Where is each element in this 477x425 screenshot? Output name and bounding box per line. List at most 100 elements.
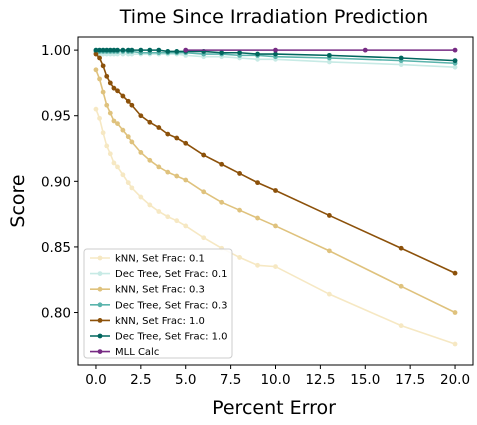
data-point [156, 164, 162, 170]
data-point [326, 213, 332, 218]
data-point [326, 52, 332, 58]
data-point [255, 56, 260, 62]
data-point [104, 102, 110, 108]
legend-entry: Dec Tree, Set Frac: 0.1 [90, 269, 228, 280]
data-point [174, 49, 180, 54]
legend-label: kNN, Set Frac: 1.0 [115, 316, 205, 327]
data-point [104, 47, 110, 53]
data-point [93, 51, 99, 57]
data-point [156, 125, 162, 130]
x-tick-label: 15.0 [350, 372, 380, 388]
data-point [115, 88, 120, 94]
data-point [326, 59, 332, 65]
chart-title: Time Since Irradiation Prediction [119, 6, 428, 28]
data-point [219, 199, 225, 205]
data-point [147, 202, 153, 208]
data-point [147, 157, 153, 163]
legend-swatch-marker [97, 255, 103, 261]
data-point [111, 47, 117, 53]
legend-swatch-marker [97, 333, 103, 339]
data-point [97, 76, 102, 82]
data-point [174, 135, 180, 141]
data-point [165, 49, 171, 54]
x-tick-label: 5.0 [175, 372, 196, 388]
data-point [129, 185, 135, 191]
data-point [129, 102, 135, 108]
y-tick-label: 0.85 [41, 240, 71, 256]
data-point [107, 47, 113, 53]
data-point [125, 134, 131, 140]
x-tick-label: 20.0 [440, 372, 470, 388]
data-point [201, 152, 207, 158]
legend-label: Dec Tree, Set Frac: 1.0 [115, 332, 228, 343]
data-point [255, 51, 260, 57]
data-point [147, 119, 153, 125]
x-tick-label: 17.5 [395, 372, 425, 388]
data-point [273, 264, 278, 269]
data-point [174, 173, 180, 179]
data-point [362, 47, 368, 53]
data-point [97, 47, 102, 53]
data-point [129, 47, 135, 53]
data-point [398, 283, 404, 289]
legend-entry: Dec Tree, Set Frac: 1.0 [90, 332, 228, 343]
legend-entry: kNN, Set Frac: 0.1 [90, 254, 205, 265]
data-point [183, 177, 189, 183]
data-point [165, 214, 171, 220]
data-point [93, 106, 99, 112]
data-point [100, 89, 106, 95]
series-6 [183, 47, 458, 53]
legend-swatch-marker [97, 286, 103, 292]
data-point [125, 47, 131, 53]
data-point [174, 218, 180, 224]
data-point [452, 341, 458, 347]
y-tick-label: 0.90 [41, 174, 71, 190]
data-point [115, 121, 120, 126]
legend-swatch-marker [97, 349, 103, 354]
legend-label: Dec Tree, Set Frac: 0.1 [115, 269, 228, 280]
legend-swatch-marker [97, 271, 103, 276]
data-point [398, 245, 404, 251]
data-point [273, 47, 278, 53]
data-point [452, 310, 458, 315]
legend-label: Dec Tree, Set Frac: 0.3 [115, 300, 228, 311]
data-point [120, 47, 126, 53]
data-point [100, 47, 106, 53]
data-point [129, 139, 135, 145]
series-5 [93, 47, 458, 64]
x-tick-label: 12.5 [305, 372, 335, 388]
data-point [138, 113, 144, 119]
data-point [138, 150, 144, 155]
data-point [107, 151, 113, 157]
legend-entry: kNN, Set Frac: 0.3 [90, 285, 205, 296]
x-axis-label: Percent Error [212, 397, 336, 419]
data-point [147, 47, 153, 53]
data-point [93, 67, 99, 73]
data-point [237, 255, 242, 260]
data-point [100, 63, 106, 69]
legend-label: kNN, Set Frac: 0.1 [115, 254, 205, 265]
data-point [120, 127, 126, 133]
x-tick-label: 2.5 [130, 372, 151, 388]
data-point [201, 189, 207, 195]
x-tick-label: 7.5 [220, 372, 241, 388]
data-point [93, 47, 99, 53]
data-point [97, 115, 102, 121]
data-point [273, 223, 278, 229]
x-tick-label: 0.0 [85, 372, 106, 388]
legend-entry: kNN, Set Frac: 1.0 [90, 316, 205, 327]
data-point [165, 169, 171, 175]
legend-label: kNN, Set Frac: 0.3 [115, 285, 205, 296]
data-point [138, 194, 144, 200]
data-point [183, 47, 189, 53]
data-point [183, 223, 189, 229]
data-point [219, 161, 225, 167]
data-point [326, 291, 332, 297]
legend-entry: MLL Calc [90, 347, 159, 358]
legend: kNN, Set Frac: 0.1 Dec Tree, Set Frac: 0.… [83, 248, 233, 359]
data-point [398, 323, 404, 329]
data-point [120, 93, 126, 99]
data-point [107, 110, 113, 116]
y-tick-label: 0.80 [41, 306, 71, 322]
